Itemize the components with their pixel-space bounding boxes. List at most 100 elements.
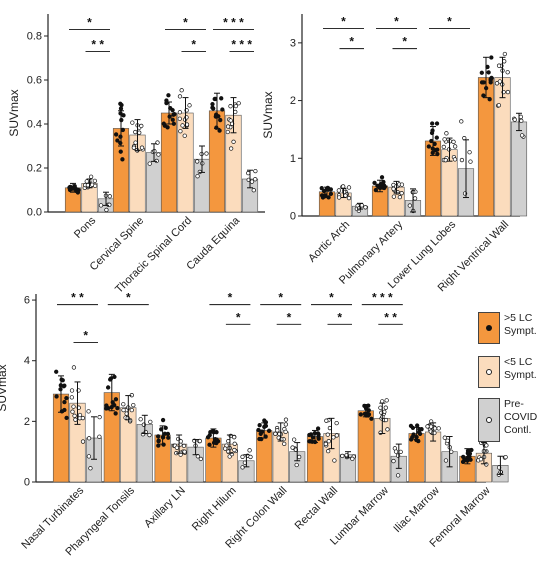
data-point [228, 104, 233, 109]
data-point [214, 430, 219, 435]
data-point [62, 399, 67, 405]
data-point [487, 97, 492, 102]
data-point [358, 412, 363, 417]
data-point [331, 435, 336, 440]
data-point [225, 129, 230, 135]
data-point [452, 157, 458, 162]
data-point [453, 144, 458, 149]
data-point [118, 134, 123, 139]
data-point [432, 426, 438, 431]
y-tick-label: 6 [24, 295, 30, 307]
data-point [170, 108, 175, 113]
data-point [321, 189, 327, 194]
data-point [486, 70, 491, 75]
data-point [72, 413, 77, 418]
data-point [505, 89, 511, 95]
data-point [266, 428, 272, 433]
significance-label: * [183, 15, 188, 29]
data-point [170, 117, 175, 122]
data-point [105, 385, 111, 390]
data-point [140, 432, 146, 437]
data-point [161, 435, 166, 440]
data-point [187, 103, 192, 108]
data-point [64, 415, 69, 421]
data-point [205, 435, 211, 440]
data-point [395, 473, 401, 478]
data-point [156, 443, 161, 448]
significance-label: * [447, 14, 452, 28]
data-point [88, 466, 93, 471]
data-point [179, 88, 184, 93]
data-point [225, 124, 231, 129]
data-point [451, 139, 456, 144]
legend-label-lt5: <5 LC Sympt. [504, 356, 537, 381]
data-point [378, 405, 383, 410]
data-point [428, 424, 434, 429]
data-point [469, 447, 474, 453]
data-point [384, 398, 389, 403]
legend-label-control: Pre- COVID Contl. [504, 398, 538, 436]
data-point [77, 412, 83, 418]
data-point [253, 177, 258, 182]
data-point [84, 179, 89, 184]
significance-label: * [329, 291, 334, 305]
data-point [217, 128, 222, 133]
data-point [443, 458, 449, 463]
significance-label: * [341, 14, 346, 28]
data-point [166, 435, 171, 440]
data-point [257, 436, 262, 442]
data-point [382, 184, 388, 189]
x-tick-label: Right Hilum [190, 485, 239, 534]
data-point [156, 438, 161, 443]
data-point [258, 431, 263, 436]
data-point [178, 129, 183, 134]
data-point [343, 193, 348, 198]
data-point [442, 435, 447, 440]
significance-label: * [228, 291, 233, 305]
data-point [336, 195, 342, 200]
significance-label: * * [71, 291, 84, 305]
data-point [411, 432, 416, 437]
data-point [435, 151, 440, 157]
legend-marker-open [486, 417, 492, 423]
data-point [167, 114, 172, 119]
data-point [198, 456, 204, 462]
data-point [375, 183, 380, 188]
data-point [372, 180, 377, 186]
data-point [334, 420, 339, 426]
data-point [70, 409, 75, 414]
data-point [67, 185, 73, 190]
data-point [233, 109, 238, 115]
data-point [231, 435, 237, 440]
data-point [197, 438, 203, 444]
data-point [165, 125, 170, 130]
data-point [283, 417, 289, 422]
legend-swatch-lt5 [478, 356, 500, 388]
x-tick-label: Axillary LN [142, 485, 188, 531]
data-point [208, 430, 213, 435]
data-point [113, 132, 119, 137]
significance-label: * [394, 14, 399, 28]
data-point [125, 415, 130, 421]
legend-swatch-gt5 [478, 312, 500, 344]
data-point [308, 439, 314, 444]
data-point [113, 397, 119, 402]
data-point [182, 449, 187, 454]
y-tick-label: 0.4 [27, 119, 42, 131]
data-point [97, 434, 102, 439]
data-point [69, 395, 74, 400]
data-point [71, 365, 77, 370]
data-point [467, 150, 472, 155]
y-tick-label: 0.2 [27, 163, 42, 175]
data-point [383, 405, 388, 410]
data-point [468, 159, 473, 164]
data-point [489, 55, 494, 60]
data-point [177, 116, 182, 121]
data-point [319, 186, 324, 191]
data-point [459, 119, 464, 124]
data-point [282, 441, 287, 446]
data-point [310, 435, 316, 440]
data-point [62, 407, 67, 413]
data-point [436, 426, 441, 431]
